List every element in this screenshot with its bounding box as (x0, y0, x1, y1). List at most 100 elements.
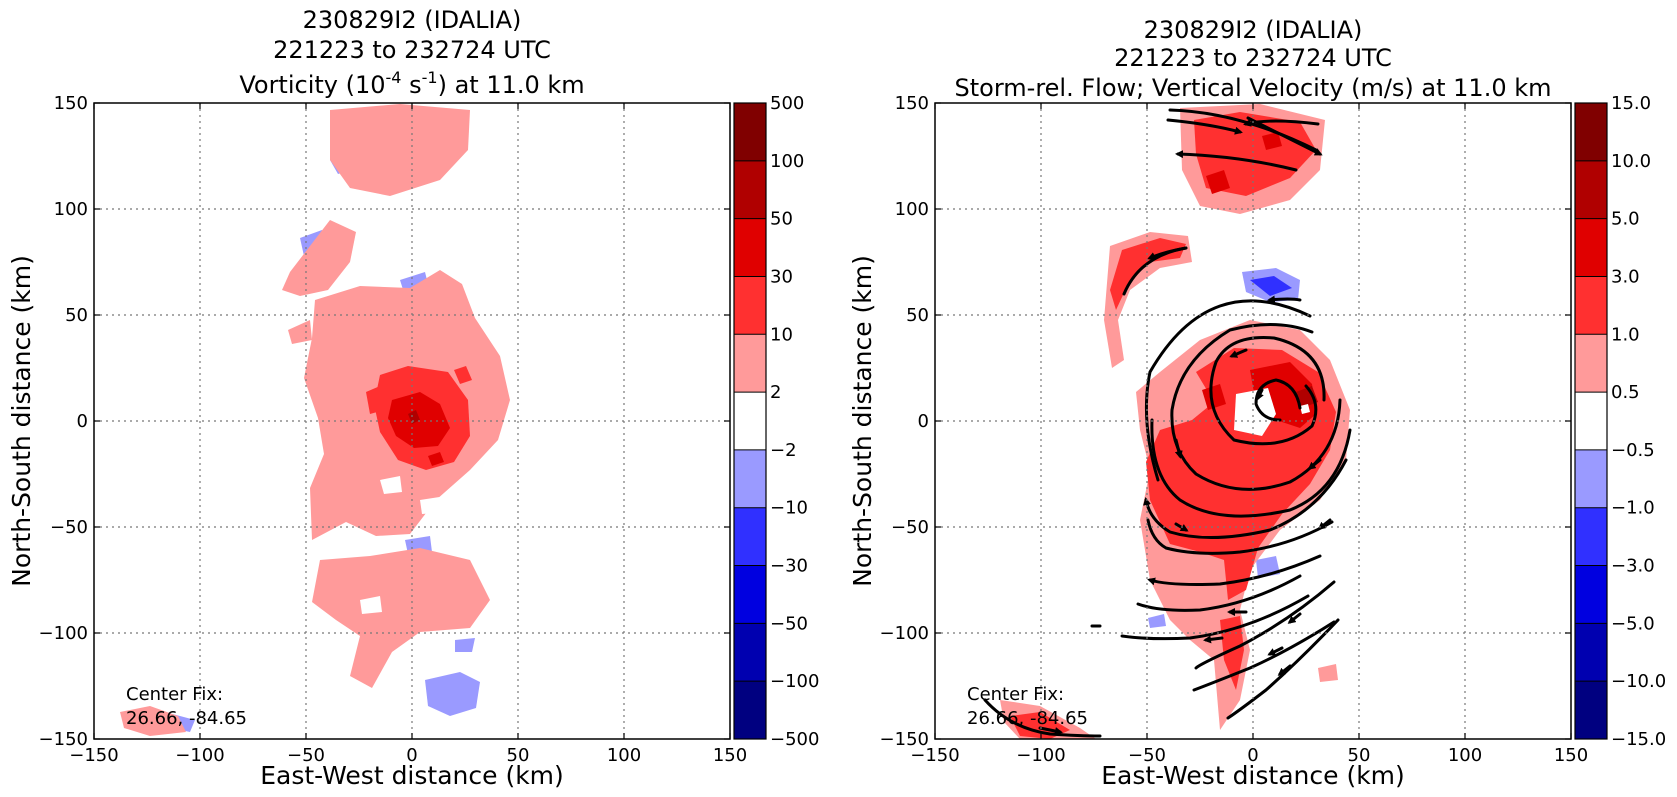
left-title-exp2: -1 (422, 68, 438, 87)
left-grid (94, 103, 730, 739)
right-x-tick-label: 0 (1247, 745, 1258, 766)
left-x-tick-label: 0 (406, 745, 417, 766)
right-y-axis-label: North-South distance (km) (848, 255, 877, 587)
right-streamlines (983, 108, 1352, 738)
right-colorbar-label: 0.5 (1611, 382, 1640, 403)
right-panel: 230829I2 (IDALIA) 221223 to 232724 UTC S… (848, 16, 1666, 790)
left-y-tick-label: 0 (77, 411, 88, 432)
left-y-ticks: 150 100 50 0 −50 −100 −150 (39, 93, 730, 750)
left-title-mid: s (401, 71, 421, 99)
left-colorbar-swatch (734, 334, 766, 393)
left-x-tick-label: 150 (713, 745, 747, 766)
left-y-tick-label: −150 (39, 729, 88, 750)
right-colorbar-swatch (1575, 507, 1607, 566)
right-colorbar-swatch (1575, 565, 1607, 624)
right-colorbar-swatch (1575, 103, 1607, 161)
right-title-line-2: 221223 to 232724 UTC (1114, 44, 1392, 72)
left-colorbar-label: 30 (770, 266, 793, 287)
right-x-axis-label: East-West distance (km) (1101, 761, 1405, 790)
left-x-tick-label: 100 (607, 745, 641, 766)
left-field (120, 104, 510, 736)
left-center-fix-value: 26.66, -84.65 (126, 708, 247, 729)
left-colorbar-label: 10 (770, 324, 793, 345)
left-y-axis-label: North-South distance (km) (7, 255, 36, 587)
left-x-tick-label: 50 (507, 745, 530, 766)
right-x-tick-label: 150 (1554, 745, 1588, 766)
right-colorbar-label: 15.0 (1611, 93, 1651, 114)
right-colorbar-swatch (1575, 623, 1607, 682)
right-colorbar-swatch (1575, 681, 1607, 739)
left-colorbar-swatch (734, 623, 766, 682)
left-center-fix-label: Center Fix: (126, 684, 223, 705)
right-x-tick-label: −100 (1016, 745, 1065, 766)
left-colorbar-label: 2 (770, 382, 781, 403)
left-colorbar-label: −30 (770, 556, 808, 577)
left-x-tick-label: −100 (175, 745, 224, 766)
right-center-fix-value: 26.66, -84.65 (967, 708, 1088, 729)
right-y-tick-label: −150 (880, 729, 929, 750)
left-colorbar-label: −50 (770, 613, 808, 634)
right-colorbar-swatch (1575, 449, 1607, 508)
left-panel: 230829I2 (IDALIA) 221223 to 232724 UTC V… (7, 6, 819, 790)
right-colorbar: 15.0 10.0 5.0 3.0 1.0 0.5 −0.5 −1.0 −3.0 −5.0 −10.… (1574, 93, 1666, 750)
left-x-axis-label: East-West distance (km) (260, 761, 564, 790)
right-colorbar-swatch (1575, 334, 1607, 393)
left-x-tick-label: −50 (287, 745, 325, 766)
left-title-line-3: Vorticity (10-4 s-1) at 11.0 km (239, 68, 584, 99)
right-grid (935, 103, 1571, 739)
left-x-ticks: −150 −100 −50 0 50 100 150 (69, 103, 747, 766)
left-colorbar-swatch (734, 218, 766, 277)
left-y-tick-label: −50 (50, 517, 88, 538)
right-y-tick-label: −100 (880, 623, 929, 644)
left-y-tick-label: 150 (54, 93, 88, 114)
right-colorbar-label: −0.5 (1611, 440, 1655, 461)
right-colorbar-label: 10.0 (1611, 151, 1651, 172)
left-colorbar-label: −100 (770, 671, 819, 692)
right-colorbar-label: −10.0 (1611, 671, 1666, 692)
left-colorbar-swatch (734, 160, 766, 219)
right-y-tick-label: 50 (906, 305, 929, 326)
right-y-tick-label: 0 (918, 411, 929, 432)
right-colorbar-label: −5.0 (1611, 613, 1655, 634)
right-colorbar-label: 1.0 (1611, 324, 1640, 345)
left-colorbar: 500 100 50 30 10 2 −2 −10 −30 −50 −100 −500 (733, 93, 819, 750)
left-colorbar-label: 100 (770, 151, 804, 172)
left-colorbar-label: 500 (770, 93, 804, 114)
right-colorbar-label: 3.0 (1611, 266, 1640, 287)
right-x-tick-label: 50 (1348, 745, 1371, 766)
left-title-exp1: -4 (386, 68, 402, 87)
right-holes (1234, 388, 1310, 436)
left-colorbar-label: −500 (770, 729, 819, 750)
left-colorbar-swatch (734, 565, 766, 624)
left-y-tick-label: −100 (39, 623, 88, 644)
left-title-suffix: ) at 11.0 km (438, 71, 585, 99)
right-colorbar-label: −3.0 (1611, 556, 1655, 577)
right-colorbar-label: −1.0 (1611, 498, 1655, 519)
right-center-fix-label: Center Fix: (967, 684, 1064, 705)
right-x-tick-label: −50 (1128, 745, 1166, 766)
left-colorbar-swatch (734, 392, 766, 450)
left-colorbar-swatch (734, 449, 766, 508)
left-colorbar-label: 50 (770, 209, 793, 230)
left-title-prefix: Vorticity (10 (239, 71, 385, 99)
left-colorbar-swatch (734, 681, 766, 739)
right-x-tick-label: −150 (910, 745, 959, 766)
left-colorbar-swatch (734, 103, 766, 161)
left-x-tick-label: −150 (69, 745, 118, 766)
right-title-line-3: Storm-rel. Flow; Vertical Velocity (m/s)… (955, 74, 1552, 102)
right-y-tick-label: 150 (895, 93, 929, 114)
right-title-line-1: 230829I2 (IDALIA) (1144, 16, 1363, 44)
left-core-positive (408, 410, 420, 424)
right-y-tick-label: −50 (891, 517, 929, 538)
left-holes (360, 476, 448, 614)
right-y-ticks: 150 100 50 0 −50 −100 −150 (880, 93, 1571, 750)
left-title-line-2: 221223 to 232724 UTC (273, 36, 551, 64)
left-colorbar-label: −2 (770, 440, 797, 461)
right-y-tick-label: 100 (895, 199, 929, 220)
left-y-tick-label: 100 (54, 199, 88, 220)
left-title-line-1: 230829I2 (IDALIA) (303, 6, 522, 34)
right-x-ticks: −150 −100 −50 0 50 100 150 (910, 103, 1588, 766)
right-x-tick-label: 100 (1448, 745, 1482, 766)
left-colorbar-swatch (734, 507, 766, 566)
right-peak-updraft (1296, 386, 1318, 408)
